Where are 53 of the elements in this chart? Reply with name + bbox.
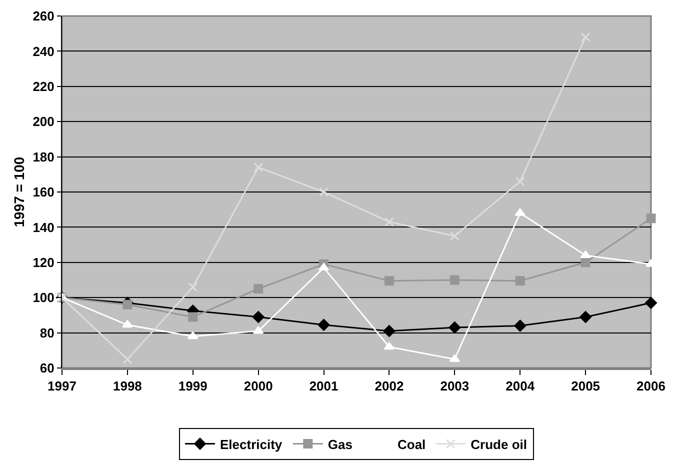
point xyxy=(383,325,396,337)
point xyxy=(254,284,264,294)
point xyxy=(514,208,526,216)
point xyxy=(318,318,330,331)
x-tick-label: 1998 xyxy=(112,378,142,394)
point xyxy=(514,320,526,332)
point xyxy=(188,332,198,340)
y-tick-label: 120 xyxy=(32,254,54,270)
legend-label: Crude oil xyxy=(470,436,528,452)
y-tick-label: 100 xyxy=(32,290,54,306)
point xyxy=(580,258,590,268)
point xyxy=(254,162,264,172)
point xyxy=(646,214,656,224)
point xyxy=(580,250,591,258)
point xyxy=(188,312,198,322)
x-tick-label: 1997 xyxy=(48,378,76,394)
point xyxy=(188,282,198,292)
x-tick-label: 2003 xyxy=(440,378,470,394)
point xyxy=(384,217,394,227)
point xyxy=(252,311,264,323)
x-tick-label: 2004 xyxy=(506,378,536,394)
y-tick-label: 260 xyxy=(32,8,54,24)
y-axis-title: 1997 = 100 xyxy=(11,156,27,228)
point xyxy=(384,276,394,286)
y-tick-label: 160 xyxy=(32,184,54,200)
point xyxy=(645,296,657,309)
x-tick-label: 2000 xyxy=(244,378,273,394)
point xyxy=(580,32,590,42)
y-tick-label: 240 xyxy=(32,44,54,59)
y-tick-label: 60 xyxy=(40,360,54,376)
point xyxy=(122,320,133,328)
y-tick-label: 220 xyxy=(32,78,54,94)
point xyxy=(450,275,460,285)
point xyxy=(515,176,525,186)
y-tick-label: 140 xyxy=(32,220,54,235)
point xyxy=(515,276,525,286)
x-tick-label: 2005 xyxy=(571,378,600,394)
x-tick-label: 2002 xyxy=(374,378,404,394)
x-tick-label: 2006 xyxy=(636,378,666,394)
point xyxy=(319,187,329,197)
x-tick-label: 2001 xyxy=(309,378,338,394)
y-tick-label: 80 xyxy=(40,325,54,340)
point xyxy=(122,300,132,310)
legend-label: Electricity xyxy=(220,436,283,452)
point xyxy=(448,322,461,334)
point xyxy=(580,311,592,323)
point xyxy=(450,231,460,241)
x-tick-label: 1999 xyxy=(178,378,208,394)
y-tick-label: 180 xyxy=(32,149,54,164)
text: Coal xyxy=(397,436,426,452)
y-tick-label: 200 xyxy=(32,114,54,130)
legend-label: Gas xyxy=(328,436,352,452)
point xyxy=(122,354,132,364)
